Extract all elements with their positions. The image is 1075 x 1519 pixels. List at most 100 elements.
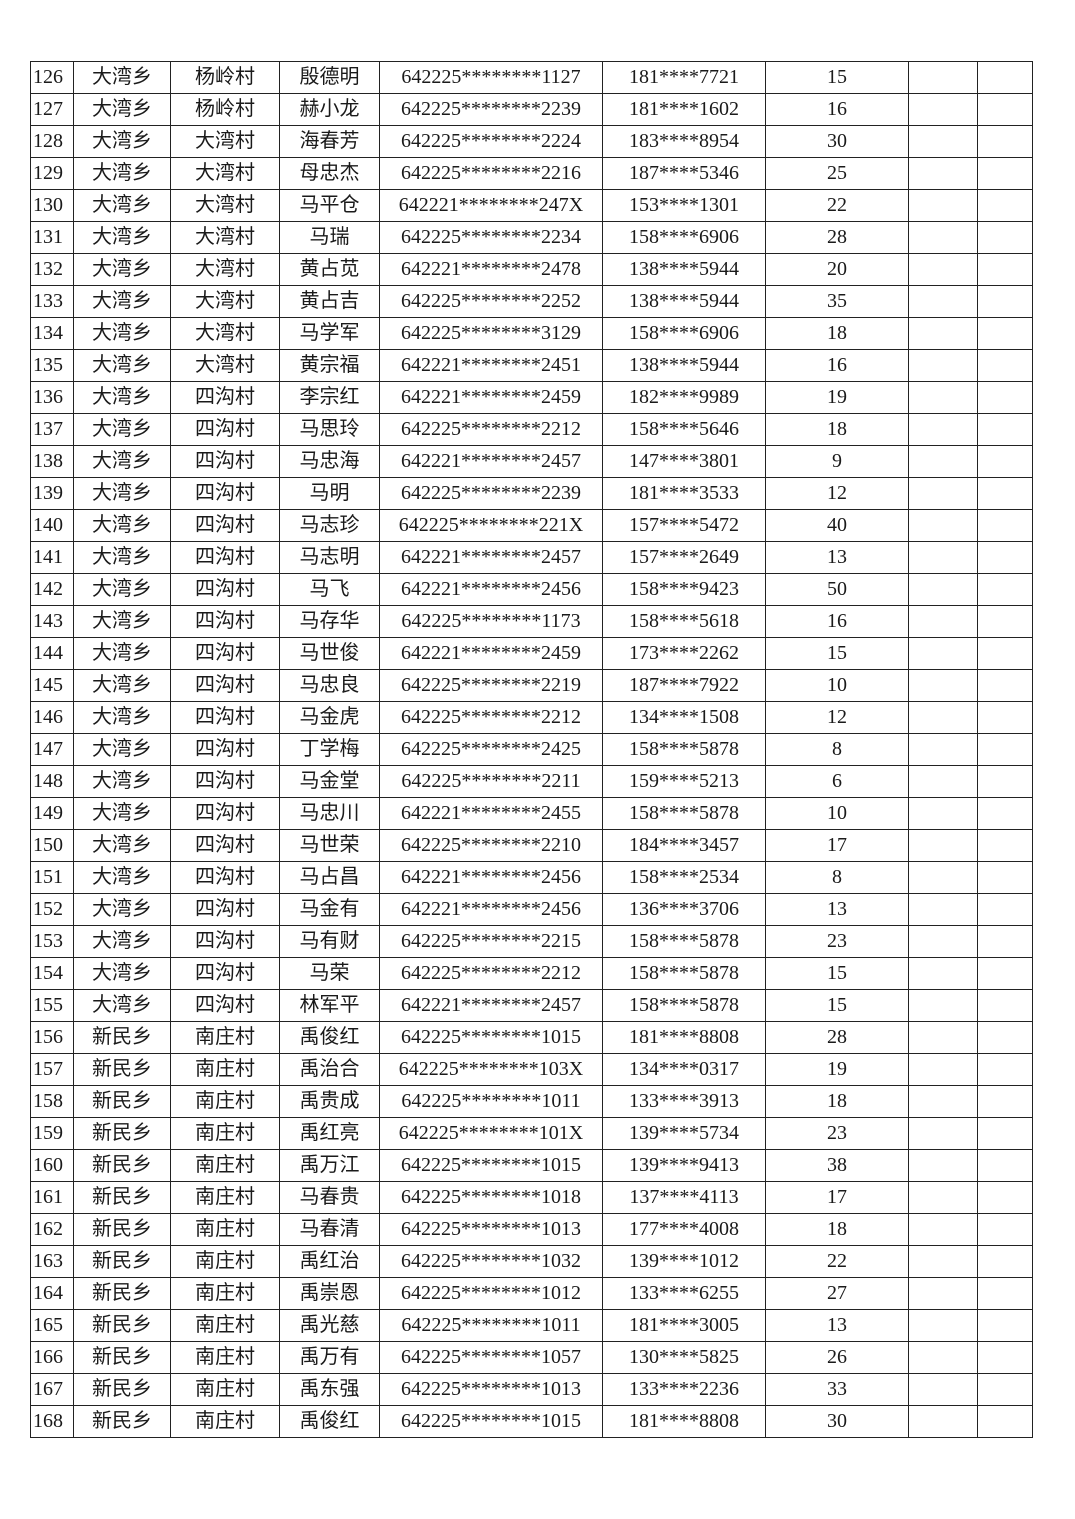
township-cell: 大湾乡 <box>73 733 171 766</box>
phone-number-cell: 158****5646 <box>602 413 766 446</box>
blank-cell-cell <box>908 637 978 670</box>
village-cell: 南庄村 <box>170 1213 280 1246</box>
blank-cell-cell <box>977 925 1033 958</box>
amount-cell: 15 <box>765 957 909 990</box>
village-cell: 大湾村 <box>170 189 280 222</box>
table-row: 147 大湾乡 四沟村 丁学梅 642225********2425 158****587… <box>30 733 1033 766</box>
township-cell: 新民乡 <box>73 1181 171 1214</box>
blank-cell-cell <box>908 1277 978 1310</box>
table-row: 135 大湾乡 大湾村 黄宗福 642221********2451 138****594… <box>30 349 1033 382</box>
blank-cell-cell <box>908 1213 978 1246</box>
blank-cell-cell <box>908 349 978 382</box>
row-number-cell: 127 <box>30 93 74 126</box>
township-cell: 大湾乡 <box>73 765 171 798</box>
blank-cell-cell <box>908 253 978 286</box>
township-cell: 大湾乡 <box>73 317 171 350</box>
amount-cell: 13 <box>765 1309 909 1342</box>
blank-cell-cell <box>908 509 978 542</box>
table-row: 154 大湾乡 四沟村 马荣 642225********2212 158****5878… <box>30 957 1033 990</box>
id-number-cell: 642225********2219 <box>379 669 603 702</box>
person-name-cell: 禹俊红 <box>279 1405 380 1438</box>
person-name-cell: 黄占吉 <box>279 285 380 318</box>
amount-cell: 28 <box>765 1021 909 1054</box>
records-table: 126 大湾乡 杨岭村 殷德明 642225********1127 181****772… <box>30 61 1033 1438</box>
id-number-cell: 642225********103X <box>379 1053 603 1086</box>
id-number-cell: 642221********2456 <box>379 573 603 606</box>
phone-number-cell: 183****8954 <box>602 125 766 158</box>
blank-cell-cell <box>908 1085 978 1118</box>
township-cell: 新民乡 <box>73 1341 171 1374</box>
blank-cell-cell <box>977 253 1033 286</box>
blank-cell-cell <box>977 1181 1033 1214</box>
row-number-cell: 151 <box>30 861 74 894</box>
blank-cell-cell <box>908 605 978 638</box>
id-number-cell: 642225********2212 <box>379 701 603 734</box>
table-row: 136 大湾乡 四沟村 李宗红 642221********2459 182****998… <box>30 381 1033 414</box>
village-cell: 四沟村 <box>170 701 280 734</box>
row-number-cell: 129 <box>30 157 74 190</box>
person-name-cell: 马有财 <box>279 925 380 958</box>
row-number-cell: 141 <box>30 541 74 574</box>
row-number-cell: 130 <box>30 189 74 222</box>
phone-number-cell: 133****3913 <box>602 1085 766 1118</box>
village-cell: 南庄村 <box>170 1309 280 1342</box>
person-name-cell: 禹万有 <box>279 1341 380 1374</box>
blank-cell-cell <box>908 541 978 574</box>
blank-cell-cell <box>977 989 1033 1022</box>
phone-number-cell: 133****6255 <box>602 1277 766 1310</box>
id-number-cell: 642221********2457 <box>379 541 603 574</box>
person-name-cell: 马春清 <box>279 1213 380 1246</box>
village-cell: 四沟村 <box>170 605 280 638</box>
row-number-cell: 138 <box>30 445 74 478</box>
row-number-cell: 161 <box>30 1181 74 1214</box>
village-cell: 四沟村 <box>170 989 280 1022</box>
row-number-cell: 159 <box>30 1117 74 1150</box>
phone-number-cell: 153****1301 <box>602 189 766 222</box>
id-number-cell: 642225********1013 <box>379 1373 603 1406</box>
row-number-cell: 166 <box>30 1341 74 1374</box>
village-cell: 四沟村 <box>170 445 280 478</box>
amount-cell: 33 <box>765 1373 909 1406</box>
id-number-cell: 642225********1011 <box>379 1309 603 1342</box>
blank-cell-cell <box>908 893 978 926</box>
blank-cell-cell <box>977 349 1033 382</box>
table-row: 162 新民乡 南庄村 马春清 642225********1013 177****400… <box>30 1213 1033 1246</box>
amount-cell: 30 <box>765 1405 909 1438</box>
amount-cell: 12 <box>765 701 909 734</box>
village-cell: 四沟村 <box>170 765 280 798</box>
township-cell: 大湾乡 <box>73 157 171 190</box>
blank-cell-cell <box>977 1149 1033 1182</box>
id-number-cell: 642225********1011 <box>379 1085 603 1118</box>
phone-number-cell: 184****3457 <box>602 829 766 862</box>
table-row: 145 大湾乡 四沟村 马忠良 642225********2219 187****792… <box>30 669 1033 702</box>
table-row: 163 新民乡 南庄村 禹红治 642225********1032 139****101… <box>30 1245 1033 1278</box>
village-cell: 大湾村 <box>170 157 280 190</box>
township-cell: 大湾乡 <box>73 93 171 126</box>
id-number-cell: 642225********2234 <box>379 221 603 254</box>
amount-cell: 16 <box>765 605 909 638</box>
table-row: 140 大湾乡 四沟村 马志珍 642225********221X 157****547… <box>30 509 1033 542</box>
id-number-cell: 642225********1127 <box>379 61 603 94</box>
person-name-cell: 丁学梅 <box>279 733 380 766</box>
village-cell: 南庄村 <box>170 1053 280 1086</box>
person-name-cell: 禹崇恩 <box>279 1277 380 1310</box>
person-name-cell: 林军平 <box>279 989 380 1022</box>
person-name-cell: 马忠良 <box>279 669 380 702</box>
id-number-cell: 642221********247X <box>379 189 603 222</box>
amount-cell: 22 <box>765 1245 909 1278</box>
phone-number-cell: 181****1602 <box>602 93 766 126</box>
id-number-cell: 642225********2216 <box>379 157 603 190</box>
phone-number-cell: 158****5618 <box>602 605 766 638</box>
id-number-cell: 642221********2456 <box>379 893 603 926</box>
township-cell: 大湾乡 <box>73 925 171 958</box>
township-cell: 新民乡 <box>73 1085 171 1118</box>
row-number-cell: 162 <box>30 1213 74 1246</box>
amount-cell: 13 <box>765 541 909 574</box>
village-cell: 南庄村 <box>170 1021 280 1054</box>
township-cell: 新民乡 <box>73 1309 171 1342</box>
row-number-cell: 139 <box>30 477 74 510</box>
id-number-cell: 642225********1015 <box>379 1149 603 1182</box>
person-name-cell: 马荣 <box>279 957 380 990</box>
id-number-cell: 642221********2459 <box>379 381 603 414</box>
blank-cell-cell <box>908 157 978 190</box>
